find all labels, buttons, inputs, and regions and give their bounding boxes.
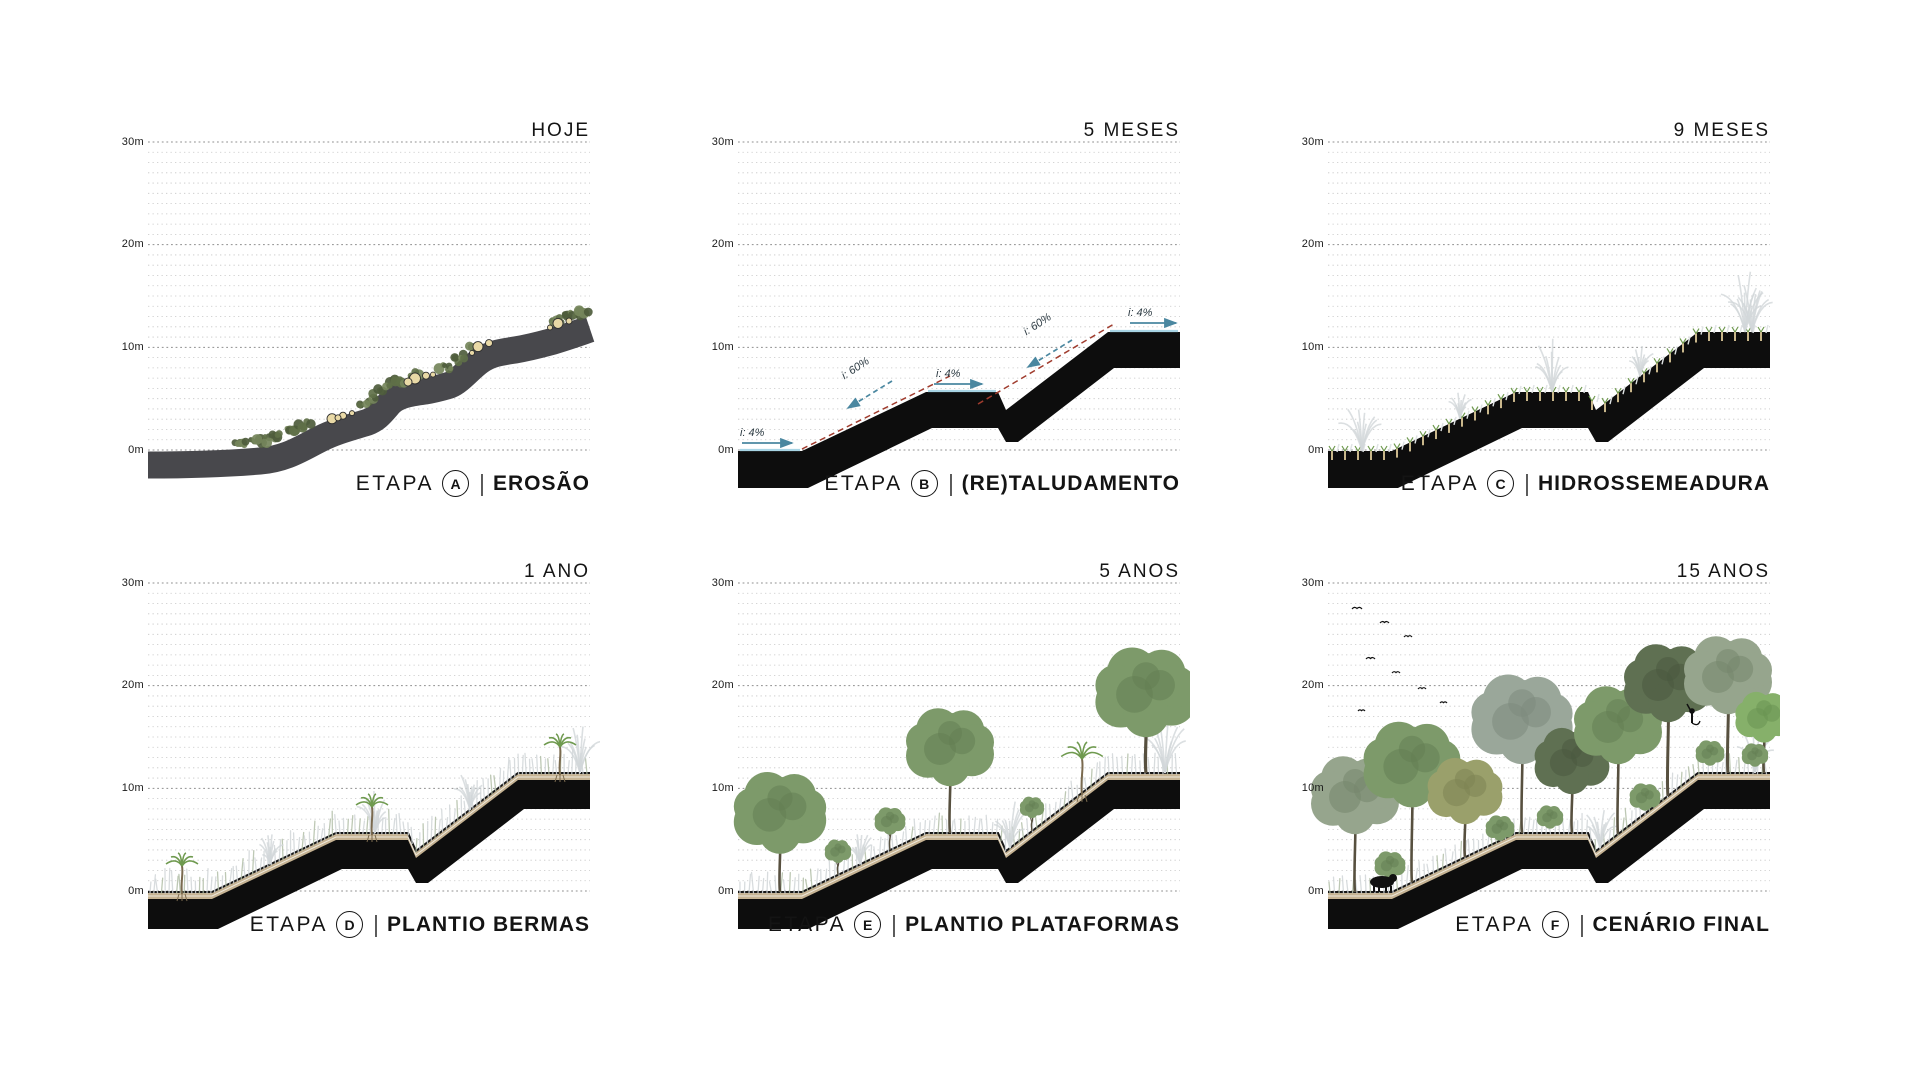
stage-separator: | [948,470,953,496]
stage-name: PLANTIO PLATAFORMAS [905,912,1180,936]
axis-label-10m: 10m [711,782,734,794]
panel-etapa-f-cenario-final: 30m 20m 10m 0m 15 ANOS ETAPA F | CENÁRIO… [1300,561,1780,981]
axis-label-30m: 30m [711,577,734,589]
stage-separator: | [1579,911,1584,937]
axis-label-30m: 30m [121,136,144,148]
stage-label: ETAPA B | (RE)TALUDAMENTO [824,470,1180,497]
panel-etapa-b-retaludamento: 30m 20m 10m 0m i: 4% i: 60% i: 4% i: 60%… [710,120,1190,540]
time-label: HOJE [531,120,590,141]
stage-etapa-word: ETAPA [1455,912,1534,936]
axis-label-0m: 0m [128,885,144,897]
stage-letter-badge: C [1487,470,1514,497]
stage-label: ETAPA A | EROSÃO [356,470,590,497]
axis-label-10m: 10m [711,341,734,353]
axis-label-20m: 20m [121,238,144,250]
axis-label-10m: 10m [121,782,144,794]
axis-label-20m: 20m [1301,238,1324,250]
axis-label-10m: 10m [1301,341,1324,353]
axis-label-20m: 20m [121,679,144,691]
axis-label-20m: 20m [711,238,734,250]
terrain-scene-retaludamento [738,141,1180,488]
stage-label: ETAPA F | CENÁRIO FINAL [1455,911,1770,938]
stage-label: ETAPA E | PLANTIO PLATAFORMAS [768,911,1180,938]
axis-label-30m: 30m [1301,136,1324,148]
stage-etapa-word: ETAPA [1400,471,1479,495]
stage-separator: | [373,911,379,937]
time-label: 1 ANO [524,561,590,582]
stage-etapa-word: ETAPA [767,912,847,936]
annotation-flat-slope-top: i: 4% [1128,307,1153,319]
axis-label-30m: 30m [711,136,734,148]
stage-letter-badge: A [442,470,469,497]
terrain-scene-hidrossemeadura [1328,141,1773,488]
annotation-flat-slope-base: i: 4% [740,427,765,439]
terrain-scene-erosao [147,141,595,479]
stage-separator: | [1524,470,1530,496]
axis-label-10m: 10m [121,341,144,353]
stage-label: ETAPA C | HIDROSSEMEADURA [1401,470,1770,497]
terrain-scene-plantio-bermas [148,582,600,929]
stage-name: PLANTIO BERMAS [387,912,590,936]
stage-letter-badge: F [1541,911,1569,938]
stage-letter-badge: D [336,911,364,938]
stage-etapa-word: ETAPA [249,912,329,936]
time-label: 15 ANOS [1676,561,1770,582]
axis-label-0m: 0m [1308,444,1324,456]
axis-label-30m: 30m [121,577,144,589]
panel-etapa-e-plantio-plataformas: 30m 20m 10m 0m 5 ANOS ETAPA E | PLANTIO … [710,561,1190,981]
time-label: 5 ANOS [1099,561,1180,582]
stage-separator: | [479,470,485,496]
axis-label-0m: 0m [128,444,144,456]
time-label: 9 MESES [1673,120,1770,141]
stage-name: EROSÃO [492,471,590,495]
stage-letter-badge: E [854,911,882,938]
axis-label-0m: 0m [1308,885,1324,897]
axis-label-20m: 20m [1301,679,1324,691]
annotation-flat-slope-berm: i: 4% [936,368,961,380]
axis-label-30m: 30m [1301,577,1324,589]
panel-etapa-a-erosao: 30m 20m 10m 0m HOJE ETAPA A | EROSÃO [120,120,600,540]
panel-etapa-d-plantio-bermas: 30m 20m 10m 0m 1 ANO ETAPA D | PLANTIO B… [120,561,600,981]
stage-letter-badge: B [910,470,938,497]
stage-etapa-word: ETAPA [355,471,434,495]
axis-label-10m: 10m [1301,782,1324,794]
time-label: 5 MESES [1083,120,1180,141]
axis-label-0m: 0m [718,444,734,456]
stage-separator: | [891,911,897,937]
stage-name: (RE)TALUDAMENTO [961,471,1180,495]
stage-name: CENÁRIO FINAL [1592,912,1770,936]
terrain-scene-cenario-final [1311,582,1780,929]
axis-label-0m: 0m [718,885,734,897]
stage-etapa-word: ETAPA [824,471,903,495]
terrain-scene-plantio-plataformas [733,582,1190,929]
axis-label-20m: 20m [711,679,734,691]
stage-label: ETAPA D | PLANTIO BERMAS [250,911,590,938]
panel-etapa-c-hidrossemeadura: 30m 20m 10m 0m 9 MESES ETAPA C | HIDROSS… [1300,120,1780,540]
stage-name: HIDROSSEMEADURA [1537,471,1770,495]
